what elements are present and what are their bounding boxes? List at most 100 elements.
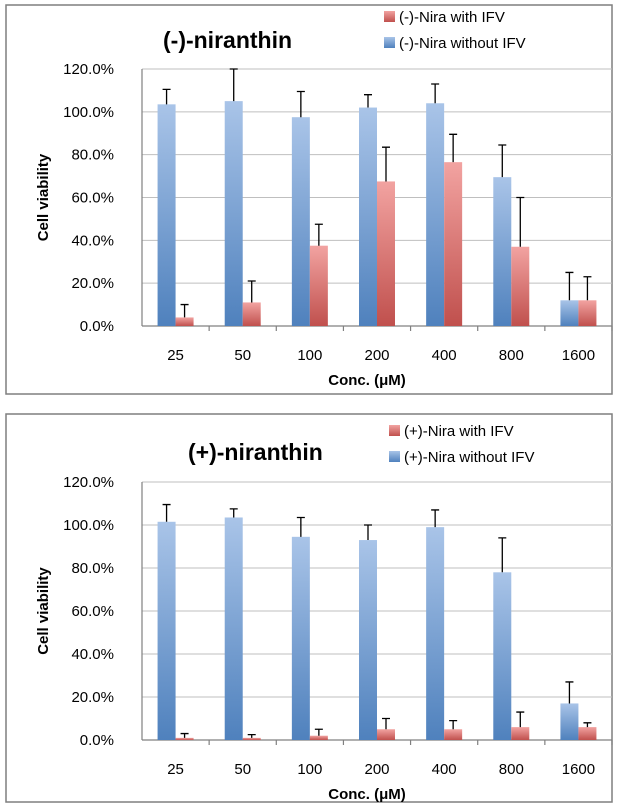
error-bar	[247, 280, 256, 303]
y-tick-label: 80.0%	[71, 560, 114, 577]
x-tick-label: 800	[499, 761, 524, 778]
x-tick-label: 200	[364, 347, 389, 364]
bar	[224, 517, 243, 740]
error-bar	[565, 271, 574, 301]
y-tick-label: 40.0%	[71, 646, 114, 663]
error-bar	[314, 223, 323, 246]
x-tick-label: 1600	[562, 347, 595, 364]
y-tick-label: 120.0%	[63, 61, 114, 78]
error-bar	[498, 144, 507, 178]
x-tick-label: 800	[499, 347, 524, 364]
legend-swatch	[389, 451, 400, 462]
error-bar	[180, 732, 189, 738]
error-bar	[449, 720, 458, 730]
error-bar	[229, 68, 238, 102]
legend-label: (+)-Nira with IFV	[404, 423, 514, 440]
x-tick-label: 25	[167, 761, 184, 778]
bar	[157, 104, 176, 327]
chart-title: (-)-niranthin	[163, 27, 292, 53]
y-tick-label: 60.0%	[71, 603, 114, 620]
legend-label: (+)-Nira without IFV	[404, 449, 534, 466]
bar	[560, 703, 579, 740]
error-bar	[364, 94, 372, 108]
bar	[426, 103, 445, 327]
y-tick-label: 0.0%	[80, 318, 114, 335]
error-bar	[296, 90, 305, 118]
y-tick-label: 80.0%	[71, 147, 114, 164]
error-bar	[296, 516, 305, 537]
y-tick-label: 20.0%	[71, 689, 114, 706]
bar	[560, 300, 579, 326]
bar	[426, 527, 445, 740]
y-axis-title: Cell viability	[35, 567, 52, 655]
x-tick-label: 50	[234, 761, 251, 778]
y-tick-label: 120.0%	[63, 474, 114, 491]
bar	[578, 727, 597, 740]
bar	[291, 117, 310, 326]
y-tick-label: 40.0%	[71, 232, 114, 249]
bar	[511, 246, 530, 326]
bar	[175, 737, 194, 740]
x-tick-label: 400	[432, 761, 457, 778]
x-tick-label: 50	[234, 347, 251, 364]
x-axis-title: Conc. (μM)	[328, 786, 406, 803]
x-axis-title: Conc. (μM)	[328, 372, 406, 389]
chart-panel-niranthin-plus: 0.0% 20.0% 40.0% 60.0% 80.0% 100.0% 120.0% 25 50…	[5, 413, 613, 803]
legend-swatch	[389, 425, 400, 436]
bar	[493, 572, 512, 740]
bar	[377, 181, 395, 326]
bar	[242, 302, 261, 326]
bar	[359, 540, 377, 740]
chart-panel-niranthin-minus: 0.0% 20.0% 40.0% 60.0% 80.0% 100.0% 120.0% 25 50…	[5, 4, 613, 395]
bar	[291, 536, 310, 740]
x-tick-label: 1600	[562, 761, 595, 778]
y-axis-title: Cell viability	[35, 153, 52, 241]
error-bar	[583, 722, 592, 728]
error-bar	[516, 711, 525, 728]
error-bar	[382, 146, 390, 182]
x-tick-label: 100	[297, 761, 322, 778]
bar	[242, 737, 261, 740]
error-bar	[583, 276, 592, 301]
error-bar	[498, 537, 507, 573]
bar	[359, 107, 377, 326]
chart-title: (+)-niranthin	[188, 439, 323, 465]
y-tick-label: 20.0%	[71, 275, 114, 292]
error-bar	[180, 303, 189, 318]
legend-swatch	[384, 11, 395, 22]
bar	[578, 300, 597, 326]
bar	[309, 735, 328, 740]
y-tick-label: 100.0%	[63, 104, 114, 121]
error-bar	[162, 503, 171, 522]
bar	[309, 245, 328, 326]
bar	[175, 317, 194, 326]
error-bar	[229, 508, 238, 518]
bar	[444, 729, 463, 740]
error-bar	[431, 509, 440, 528]
error-bar	[382, 717, 390, 730]
x-tick-label: 100	[297, 347, 322, 364]
bar	[493, 177, 512, 326]
error-bar	[162, 88, 171, 105]
error-bar	[565, 681, 574, 704]
y-tick-label: 60.0%	[71, 190, 114, 207]
y-tick-label: 0.0%	[80, 732, 114, 749]
y-tick-label: 100.0%	[63, 517, 114, 534]
error-bar	[247, 733, 256, 738]
legend-label: (-)-Nira with IFV	[399, 9, 505, 26]
bar	[224, 101, 243, 326]
legend-swatch	[384, 37, 395, 48]
bar	[511, 727, 530, 740]
error-bar	[516, 196, 525, 247]
x-tick-label: 200	[364, 761, 389, 778]
error-bar	[314, 728, 323, 736]
error-bar	[449, 133, 458, 163]
x-tick-label: 25	[167, 347, 184, 364]
bar	[157, 521, 176, 740]
error-bar	[431, 83, 440, 104]
bar	[444, 162, 463, 326]
bar	[377, 729, 395, 740]
legend-label: (-)-Nira without IFV	[399, 35, 526, 52]
x-tick-label: 400	[432, 347, 457, 364]
